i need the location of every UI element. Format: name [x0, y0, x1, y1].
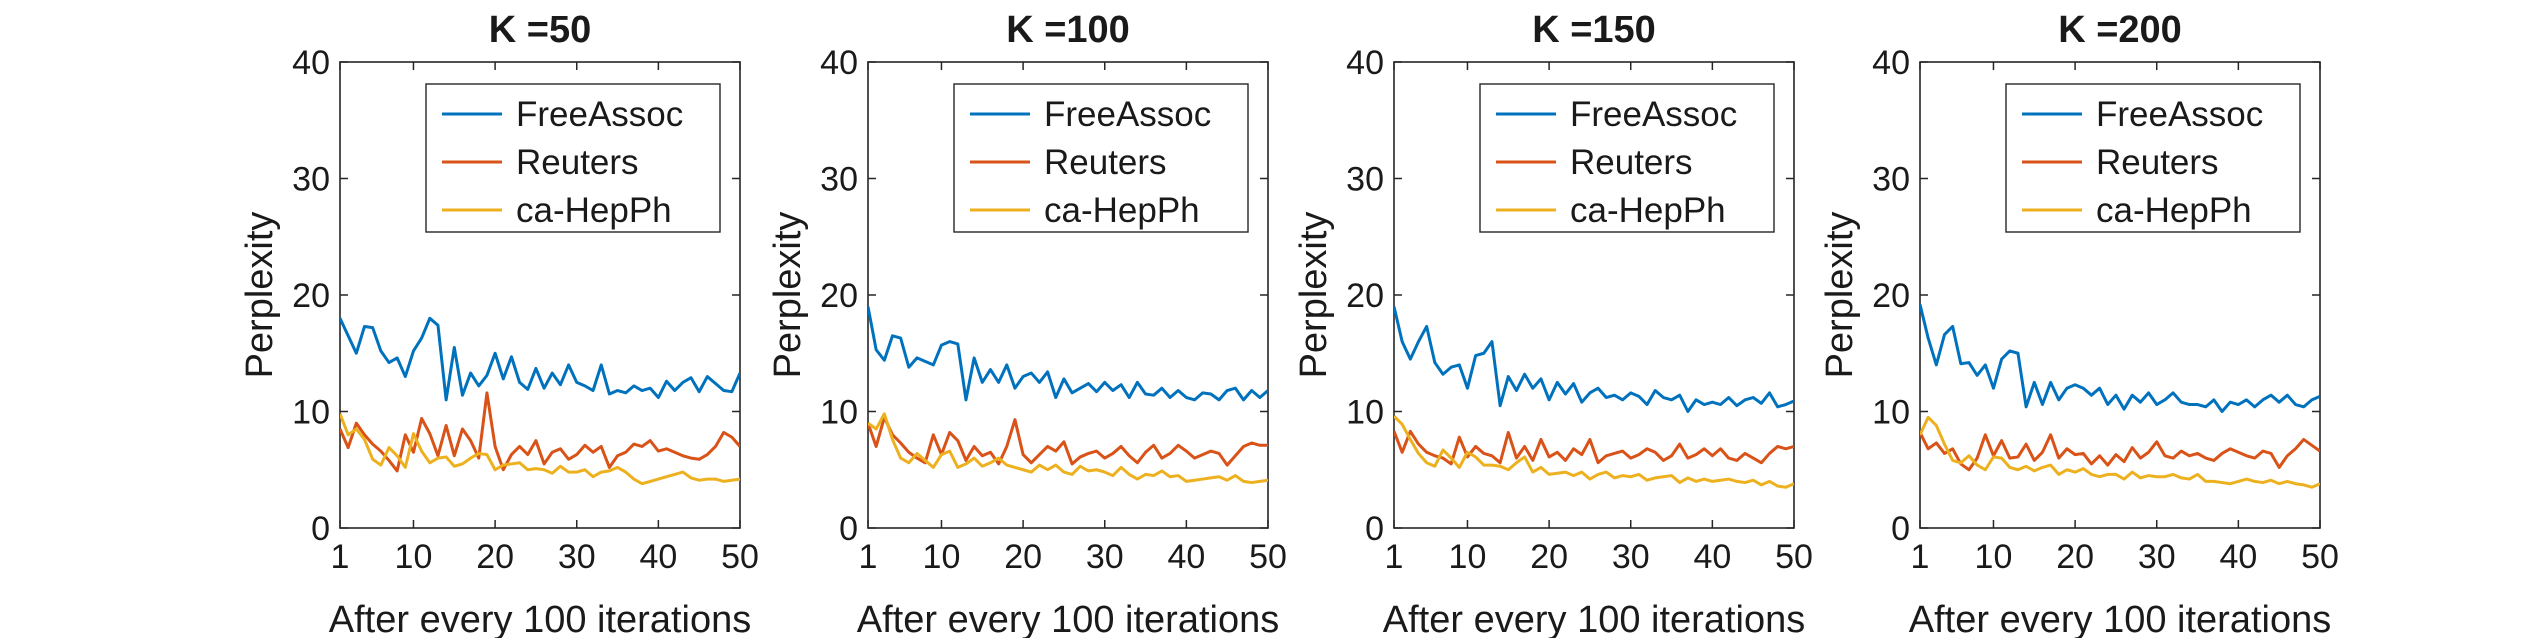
y-tick-label: 20	[1346, 277, 1384, 315]
legend-entry-label: Reuters	[1044, 143, 1167, 182]
y-tick-label: 40	[292, 44, 330, 82]
legend: FreeAssoc Reuters ca-HepPh	[1479, 83, 1775, 233]
y-tick-label: 40	[1872, 44, 1910, 82]
legend: FreeAssoc Reuters ca-HepPh	[425, 83, 721, 233]
chart-panel-1: K =50 0 10 20 30 40 1 10 20 30 40 50 After every 100…	[239, 9, 759, 641]
legend-entry-label: ca-HepPh	[1570, 191, 1726, 230]
y-tick-label: 20	[292, 277, 330, 315]
legend-entry-label: FreeAssoc	[2096, 95, 2263, 134]
x-tick-label: 20	[476, 538, 514, 576]
x-tick-label: 1	[331, 538, 350, 576]
x-tick-label: 1	[1385, 538, 1404, 576]
chart-panel-4: K =200 0 10 20 30 40 1 10 20 30 40 50 After every 10…	[1819, 9, 2339, 641]
legend-entry-label: Reuters	[1570, 143, 1693, 182]
series-line-reuters	[1394, 429, 1794, 466]
x-tick-label: 50	[1249, 538, 1287, 576]
series-line-ca-hepph	[340, 413, 740, 486]
x-tick-label: 20	[1530, 538, 1568, 576]
y-tick-label: 10	[1872, 394, 1910, 432]
y-tick-label: 10	[820, 394, 858, 432]
legend-entry-label: FreeAssoc	[1044, 95, 1211, 134]
legend-box	[425, 83, 721, 233]
chart-title: K =50	[489, 9, 591, 51]
y-tick-label: 30	[820, 161, 858, 199]
series-line-ca-hepph	[1394, 415, 1794, 489]
y-axis-label: Perplexity	[1819, 212, 1861, 379]
legend-box	[953, 83, 1249, 233]
y-tick-label: 30	[292, 161, 330, 199]
series-line-reuters	[1920, 431, 2320, 472]
chart-panel-3: K =150 0 10 20 30 40 1 10 20 30 40 50 After every 10…	[1293, 9, 1813, 641]
x-tick-label: 50	[2301, 538, 2339, 576]
x-tick-label: 50	[721, 538, 759, 576]
y-tick-label: 0	[1891, 510, 1910, 548]
x-tick-label: 30	[2138, 538, 2176, 576]
series-line-reuters	[340, 391, 740, 473]
chart-panel-2: K =100 0 10 20 30 40 1 10 20 30 40 50 After every 10…	[767, 9, 1287, 641]
y-axis-label: Perplexity	[767, 212, 809, 379]
x-tick-label: 10	[395, 538, 433, 576]
x-tick-label: 40	[2219, 538, 2257, 576]
series-line-ca-hepph	[868, 412, 1268, 485]
x-axis-label: After every 100 iterations	[1383, 599, 1805, 638]
x-tick-label: 1	[1911, 538, 1930, 576]
y-tick-label: 40	[1346, 44, 1384, 82]
x-tick-label: 10	[1449, 538, 1487, 576]
legend-entry-label: FreeAssoc	[1570, 95, 1737, 134]
x-tick-label: 20	[1004, 538, 1042, 576]
x-tick-label: 1	[859, 538, 878, 576]
legend-entry-label: ca-HepPh	[516, 191, 672, 230]
x-tick-label: 40	[1167, 538, 1205, 576]
y-tick-label: 20	[820, 277, 858, 315]
x-tick-label: 40	[1693, 538, 1731, 576]
series-line-reuters	[868, 415, 1268, 467]
series-line-freeassoc	[340, 316, 740, 402]
legend-box	[2005, 83, 2301, 233]
y-axis-label: Perplexity	[1293, 212, 1335, 379]
y-tick-label: 30	[1872, 161, 1910, 199]
legend-box	[1479, 83, 1775, 233]
chart-title: K =150	[1532, 9, 1656, 51]
legend: FreeAssoc Reuters ca-HepPh	[2005, 83, 2301, 233]
x-tick-label: 30	[558, 538, 596, 576]
x-axis-label: After every 100 iterations	[329, 599, 751, 638]
y-tick-label: 0	[839, 510, 858, 548]
legend-entry-label: ca-HepPh	[1044, 191, 1200, 230]
y-tick-label: 20	[1872, 277, 1910, 315]
series-line-freeassoc	[1394, 306, 1794, 413]
legend-entry-label: FreeAssoc	[516, 95, 683, 134]
y-tick-label: 0	[1365, 510, 1384, 548]
y-tick-label: 30	[1346, 161, 1384, 199]
legend-entry-label: ca-HepPh	[2096, 191, 2252, 230]
chart-title: K =100	[1006, 9, 1130, 51]
y-tick-label: 10	[292, 394, 330, 432]
chart-title: K =200	[2058, 9, 2182, 51]
legend-entry-label: Reuters	[2096, 143, 2219, 182]
x-tick-label: 10	[1975, 538, 2013, 576]
x-tick-label: 40	[639, 538, 677, 576]
series-line-freeassoc	[1920, 303, 2320, 413]
x-axis-label: After every 100 iterations	[857, 599, 1279, 638]
y-tick-label: 40	[820, 44, 858, 82]
legend-entry-label: Reuters	[516, 143, 639, 182]
x-tick-label: 10	[923, 538, 961, 576]
legend: FreeAssoc Reuters ca-HepPh	[953, 83, 1249, 233]
series-line-freeassoc	[868, 306, 1268, 402]
x-tick-label: 30	[1086, 538, 1124, 576]
x-tick-label: 20	[2056, 538, 2094, 576]
x-tick-label: 30	[1612, 538, 1650, 576]
x-tick-label: 50	[1775, 538, 1813, 576]
y-tick-label: 10	[1346, 394, 1384, 432]
y-tick-label: 0	[311, 510, 330, 548]
series-line-ca-hepph	[1920, 415, 2320, 489]
y-axis-label: Perplexity	[239, 212, 281, 379]
x-axis-label: After every 100 iterations	[1909, 599, 2331, 638]
